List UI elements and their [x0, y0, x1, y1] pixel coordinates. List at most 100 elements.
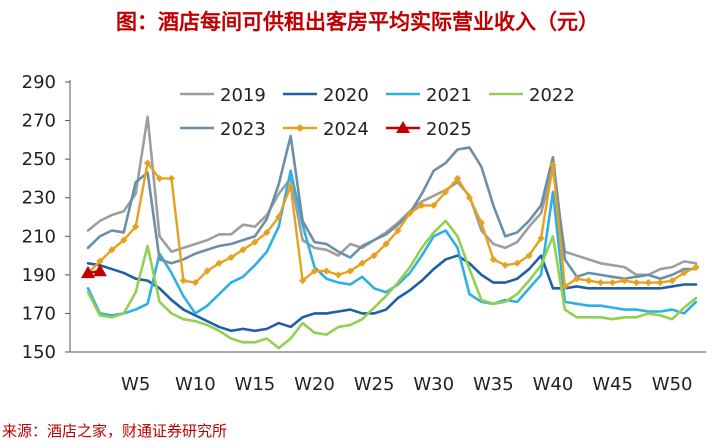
- x-tick-label: W45: [592, 374, 633, 395]
- data-point: [96, 257, 104, 265]
- data-point: [322, 267, 331, 275]
- series-layer: [81, 115, 700, 350]
- data-point: [382, 240, 390, 248]
- legend-item-2021: 2021: [386, 85, 472, 106]
- data-point: [597, 278, 605, 287]
- data-point: [537, 234, 545, 242]
- legend-label: 2020: [323, 85, 369, 106]
- x-tick-label: W50: [652, 374, 693, 395]
- data-point: [120, 236, 128, 244]
- x-tick-label: W40: [533, 374, 574, 395]
- legend-item-2019: 2019: [180, 85, 266, 106]
- y-tick-label: 190: [22, 265, 56, 286]
- legend: 2019 2020 2021 2022 2023 2024 2025: [180, 85, 575, 140]
- data-point: [358, 259, 366, 267]
- x-tick-label: W5: [121, 374, 150, 395]
- data-point: [668, 277, 676, 285]
- data-point: [346, 267, 354, 275]
- data-point: [513, 259, 521, 267]
- legend-label: 2023: [220, 119, 266, 140]
- data-point: [585, 277, 593, 285]
- legend-label: 2022: [529, 85, 575, 106]
- data-point: [263, 228, 271, 237]
- x-tick-label: W10: [175, 374, 216, 395]
- series-line-2024: [86, 161, 698, 288]
- legend-label: 2019: [220, 85, 266, 106]
- series-2022: [86, 219, 698, 350]
- x-tick-label: W20: [294, 374, 335, 395]
- series-2024: [84, 159, 700, 291]
- legend-item-2020: 2020: [283, 85, 369, 106]
- data-point: [155, 174, 164, 183]
- data-point: [406, 209, 414, 217]
- data-point: [203, 267, 211, 275]
- axes: 150 170 190 210 230 250 270 290 W5 W10 W15 W20 W25 W3…: [22, 72, 706, 395]
- y-tick-label: 290: [22, 72, 56, 93]
- data-point: [656, 278, 664, 287]
- series-2019: [86, 115, 698, 277]
- data-point: [370, 251, 378, 260]
- data-point: [418, 201, 426, 210]
- x-tick-label: W30: [413, 374, 454, 395]
- data-point: [144, 159, 152, 167]
- data-point: [215, 259, 223, 267]
- legend-item-2023: 2023: [180, 119, 266, 140]
- data-point: [453, 174, 462, 183]
- x-tick-label: W35: [473, 374, 514, 395]
- data-point: [251, 238, 259, 246]
- series-line-2022: [86, 219, 698, 350]
- data-point: [525, 251, 533, 260]
- x-tick-label: W15: [235, 374, 276, 395]
- legend-item-2024: 2024: [283, 119, 369, 140]
- series-line-2020: [86, 254, 698, 333]
- data-point: [430, 201, 438, 210]
- data-point: [465, 194, 474, 202]
- legend-label: 2025: [426, 119, 472, 140]
- data-point: [573, 275, 581, 283]
- y-tick-label: 210: [22, 226, 56, 247]
- data-point: [489, 255, 497, 264]
- data-point: [92, 264, 107, 277]
- data-point: [561, 282, 569, 291]
- legend-label: 2021: [426, 85, 472, 106]
- legend-item-2022: 2022: [489, 85, 575, 106]
- data-point: [644, 278, 652, 287]
- series-2020: [86, 254, 698, 333]
- series-line-2019: [86, 115, 698, 277]
- data-point: [227, 253, 235, 262]
- data-point: [608, 278, 617, 287]
- legend-marker: [396, 121, 410, 133]
- series-line-2023: [86, 134, 698, 281]
- data-point: [81, 265, 95, 279]
- data-point: [620, 277, 629, 285]
- data-point: [394, 226, 402, 235]
- data-point: [632, 278, 640, 287]
- data-point: [167, 174, 176, 183]
- x-tick-label: W25: [354, 374, 395, 395]
- legend-label: 2024: [323, 119, 369, 140]
- data-point: [692, 263, 700, 271]
- source-note: 来源：酒店之家，财通证券研究所: [2, 422, 228, 440]
- data-point: [179, 277, 187, 285]
- data-point: [239, 246, 247, 254]
- data-point: [442, 188, 450, 196]
- data-point: [477, 219, 486, 227]
- y-tick-label: 270: [22, 111, 56, 132]
- chart-title: 图：酒店每间可供租出客房平均实际营业收入（元）: [116, 9, 599, 34]
- y-tick-label: 230: [22, 188, 56, 209]
- data-point: [501, 261, 509, 269]
- data-point: [108, 246, 116, 254]
- data-point: [275, 213, 283, 221]
- legend-marker: [296, 124, 304, 132]
- data-point: [132, 223, 140, 231]
- data-point: [310, 267, 319, 275]
- data-point: [334, 271, 342, 279]
- series-2023: [86, 134, 698, 281]
- y-tick-label: 250: [22, 149, 56, 170]
- y-tick-label: 150: [22, 342, 56, 363]
- data-point: [298, 277, 307, 285]
- data-point: [680, 269, 688, 277]
- data-point: [287, 182, 295, 190]
- series-2025: [81, 264, 107, 279]
